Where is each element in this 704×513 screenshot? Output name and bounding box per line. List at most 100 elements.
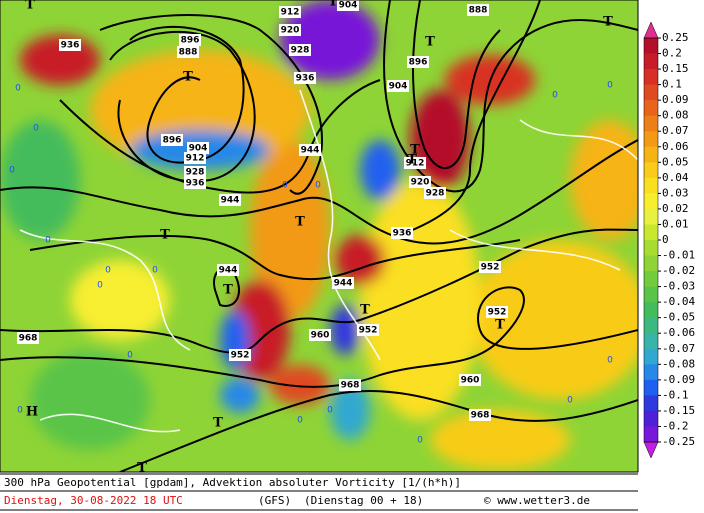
colorbar-cell	[644, 348, 658, 365]
pressure-symbol: T	[360, 303, 370, 318]
colorbar-label: -0.04	[662, 295, 695, 308]
caption-date: Dienstag, 30-08-2022 18 UTC	[4, 494, 183, 507]
pressure-symbol: T	[410, 143, 420, 158]
contour-label-bg	[279, 6, 301, 18]
zero-label: 0	[607, 81, 613, 91]
zero-label: 0	[417, 436, 423, 446]
colorbar-cell	[644, 100, 658, 117]
contour-label: 904	[389, 82, 408, 92]
zero-label: 0	[152, 266, 158, 276]
contour-label-bg	[337, 0, 359, 11]
contour-label: 936	[393, 229, 412, 239]
colorbar-cell	[644, 208, 658, 225]
colorbar-label: -0.07	[662, 342, 695, 355]
colorbar-cell	[644, 53, 658, 70]
contour-label: 952	[481, 263, 500, 273]
contour-label-bg	[279, 24, 301, 36]
contour-label-bg	[17, 332, 39, 344]
contour-label-bg	[409, 176, 431, 188]
colorbar-cell	[644, 317, 658, 334]
zero-label: 0	[17, 406, 23, 416]
colorbar-cell	[644, 84, 658, 101]
colorbar-cell	[644, 426, 658, 443]
contour-label-bg	[229, 349, 251, 361]
map-field: 936 8968889129209289368969049129289369449…	[0, 0, 638, 472]
colorbar-label: 0.07	[662, 124, 689, 137]
zero-label: 0	[315, 181, 321, 191]
contour-label-bg	[459, 374, 481, 386]
map-frame	[0, 0, 639, 473]
colorbar-label: 0.25	[662, 31, 689, 44]
contour-label-bg	[469, 409, 491, 421]
contour-label-bg	[294, 72, 316, 84]
colorbar-cell	[644, 146, 658, 163]
colorbar-label: -0.2	[662, 419, 689, 432]
contour-label: 952	[488, 308, 507, 318]
colorbar-label: -0.06	[662, 326, 695, 339]
caption-credit: © www.wetter3.de	[484, 494, 590, 507]
zero-label: 0	[105, 266, 111, 276]
colorbar-cell	[644, 162, 658, 179]
contour-label-bg	[219, 194, 241, 206]
contour-label-bg	[407, 56, 429, 68]
zero-label: 0	[327, 406, 333, 416]
contour-label-bg	[187, 142, 209, 154]
zero-label: 0	[567, 396, 573, 406]
colorbar-label: 0.2	[662, 47, 682, 60]
colorbar-label: -0.05	[662, 311, 695, 324]
pressure-symbol: T	[25, 0, 35, 13]
colorbar-label: -0.15	[662, 404, 695, 417]
colorbar-cell	[644, 271, 658, 288]
contour-label: 920	[411, 178, 430, 188]
colorbar-label: 0.01	[662, 217, 689, 230]
contour-label-bg	[184, 152, 206, 164]
colorbar-label: -0.02	[662, 264, 695, 277]
contour-label-bg	[357, 324, 379, 336]
colorbar-cell	[644, 224, 658, 241]
colorbar-cell	[644, 395, 658, 412]
colorbar-label: 0.08	[662, 109, 689, 122]
pressure-symbol: T	[160, 228, 170, 243]
contour-label: 912	[281, 8, 300, 18]
colorbar-cell	[644, 193, 658, 210]
zero-label: 0	[45, 236, 51, 246]
colorbar-cell	[644, 131, 658, 148]
geopotential-contours	[0, 0, 638, 472]
colorbar-cell	[644, 240, 658, 257]
contour-label-bg	[467, 4, 489, 16]
zero-label: 0	[33, 124, 39, 134]
pressure-symbol: H	[26, 405, 38, 420]
contour-label: 920	[281, 26, 300, 36]
contour-label: 960	[461, 376, 480, 386]
contour-label: 896	[409, 58, 428, 68]
colorbar-label: 0.04	[662, 171, 689, 184]
contour-label-bg	[161, 134, 183, 146]
pressure-symbol: T	[213, 416, 223, 431]
contour-label-bg	[177, 46, 199, 58]
colorbar-label: -0.09	[662, 373, 695, 386]
contour-label: 936	[186, 179, 205, 189]
pressure-symbol: T	[223, 283, 233, 298]
colorbar-cell	[644, 410, 658, 427]
contour-label-bg	[486, 306, 508, 318]
contour-label: 912	[406, 159, 425, 169]
colorbar-cell	[644, 286, 658, 303]
colorbar-label: -0.25	[662, 435, 695, 448]
colorbar-label: 0.15	[662, 62, 689, 75]
contour-label: 896	[181, 36, 200, 46]
pressure-symbol: T	[295, 215, 305, 230]
contour-label: 960	[311, 331, 330, 341]
contour-label-bg	[217, 264, 239, 276]
colorbar-cell	[644, 364, 658, 381]
contour-label-bg	[309, 329, 331, 341]
contour-label: 944	[334, 279, 353, 289]
contour-label: 944	[221, 196, 240, 206]
contour-label: 928	[291, 46, 310, 56]
pressure-symbol: T	[603, 15, 613, 30]
contour-label: 944	[301, 146, 320, 156]
contour-label-bg	[479, 261, 501, 273]
colorbar-cell	[644, 69, 658, 86]
colorbar-label: -0.03	[662, 280, 695, 293]
colorbar-cell	[644, 177, 658, 194]
